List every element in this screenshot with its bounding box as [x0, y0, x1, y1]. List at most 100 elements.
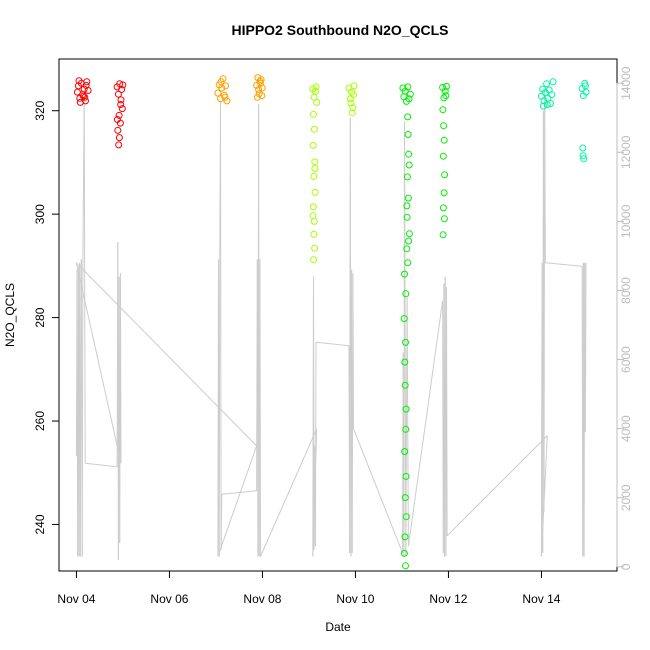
altitude-segment [446, 286, 448, 536]
data-point [440, 215, 448, 223]
y2-tick-label: 12000 [619, 135, 633, 169]
data-point [579, 144, 587, 152]
data-point [404, 113, 412, 121]
data-point [310, 230, 318, 238]
data-point [405, 150, 413, 158]
altitude-segment [217, 445, 258, 557]
data-point [76, 98, 84, 106]
y2-tick-label: 4000 [619, 415, 633, 442]
data-point [404, 259, 412, 267]
x-tick-label: Nov 08 [243, 592, 281, 606]
y-axis: 240 260 280 300 320 [33, 100, 60, 535]
y-tick-label: 240 [33, 514, 47, 534]
altitude-segment [545, 262, 583, 267]
data-point [310, 110, 317, 118]
data-point [401, 358, 409, 366]
x-tick-label: Nov 06 [150, 592, 188, 606]
data-point [217, 78, 225, 86]
data-point [440, 94, 448, 102]
altitude-layer [75, 90, 587, 560]
y-tick-label: 320 [33, 100, 47, 120]
altitude-segment [75, 262, 122, 464]
data-point [113, 116, 121, 123]
altitude-segment [259, 259, 261, 557]
data-point [311, 244, 319, 252]
altitude-segment [544, 90, 546, 263]
altitude-segment [221, 490, 257, 495]
data-point [255, 86, 263, 93]
data-point [548, 91, 556, 99]
data-point [405, 230, 413, 238]
y2-tick-label: 2000 [619, 484, 633, 511]
data-point [114, 126, 122, 134]
data-point [80, 92, 87, 100]
data-point [214, 89, 222, 97]
data-point [309, 141, 317, 149]
data-point [256, 77, 264, 85]
altitude-segment [352, 273, 354, 429]
data-point [403, 173, 411, 181]
points-layer [73, 74, 590, 570]
altitude-segment [119, 273, 122, 464]
data-point [82, 81, 90, 89]
data-point [402, 472, 410, 480]
data-point [313, 98, 321, 106]
y-tick-label: 260 [33, 411, 47, 431]
data-point [80, 85, 88, 93]
data-point [253, 93, 261, 101]
data-point [253, 81, 261, 89]
data-point [401, 448, 409, 455]
data-point [440, 136, 448, 144]
altitude-segment [315, 341, 350, 347]
data-point [402, 425, 410, 433]
x-tick-label: Nov 04 [57, 592, 95, 606]
data-point [115, 141, 123, 149]
data-point [309, 212, 317, 220]
chart-title: HIPPO2 Southbound N2O_QCLS [231, 22, 448, 38]
data-point [543, 101, 551, 108]
data-point [401, 381, 409, 389]
data-point [401, 494, 409, 502]
data-point [441, 87, 449, 95]
data-point [350, 82, 358, 90]
data-point [402, 405, 410, 413]
data-point [405, 237, 413, 245]
altitude-segment [314, 342, 317, 547]
x-tick-label: Nov 14 [522, 592, 560, 606]
y-axis-label: N2O_QCLS [3, 283, 17, 347]
data-point [441, 171, 449, 179]
plot-frame [58, 58, 618, 572]
data-point [401, 533, 409, 541]
altitude-segment [353, 428, 404, 554]
data-point [115, 134, 123, 142]
data-point [404, 83, 412, 91]
data-point [405, 95, 413, 103]
data-point [118, 105, 126, 113]
data-point [258, 92, 266, 100]
altitude-segment [220, 494, 223, 550]
data-point [310, 217, 318, 225]
data-point [404, 131, 412, 138]
data-point [403, 213, 411, 221]
data-point [347, 99, 355, 107]
y-tick-label: 300 [33, 204, 47, 224]
y2-tick-label: 0 [619, 563, 633, 570]
data-point [83, 78, 91, 86]
altitude-segment [406, 297, 409, 547]
data-point [547, 100, 554, 107]
data-point [312, 83, 320, 91]
data-point [217, 95, 224, 103]
data-point [310, 125, 318, 133]
altitude-segment [81, 259, 84, 557]
data-point [223, 97, 231, 105]
altitude-segment [218, 259, 221, 557]
y2-tick-label: 8000 [619, 277, 633, 304]
x-axis: Nov 04 Nov 06 Nov 08 Nov 10 Nov 12 Nov 14 [57, 570, 561, 606]
data-point [348, 109, 356, 117]
data-point [221, 93, 229, 101]
data-point [310, 256, 318, 264]
data-point [581, 82, 589, 90]
altitude-segment [404, 121, 407, 557]
data-point [543, 80, 551, 88]
